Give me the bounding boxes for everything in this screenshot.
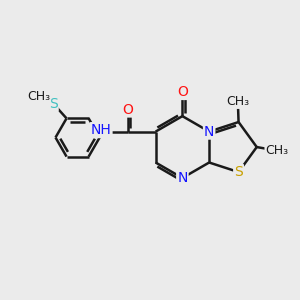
Text: N: N	[177, 171, 188, 185]
Text: N: N	[204, 124, 214, 139]
Text: CH₃: CH₃	[266, 144, 289, 157]
Text: S: S	[49, 97, 58, 111]
Text: O: O	[122, 103, 133, 116]
Text: NH: NH	[91, 123, 112, 137]
Text: O: O	[177, 85, 188, 99]
Text: CH₃: CH₃	[226, 95, 249, 108]
Text: CH₃: CH₃	[27, 90, 50, 103]
Text: S: S	[234, 165, 243, 179]
